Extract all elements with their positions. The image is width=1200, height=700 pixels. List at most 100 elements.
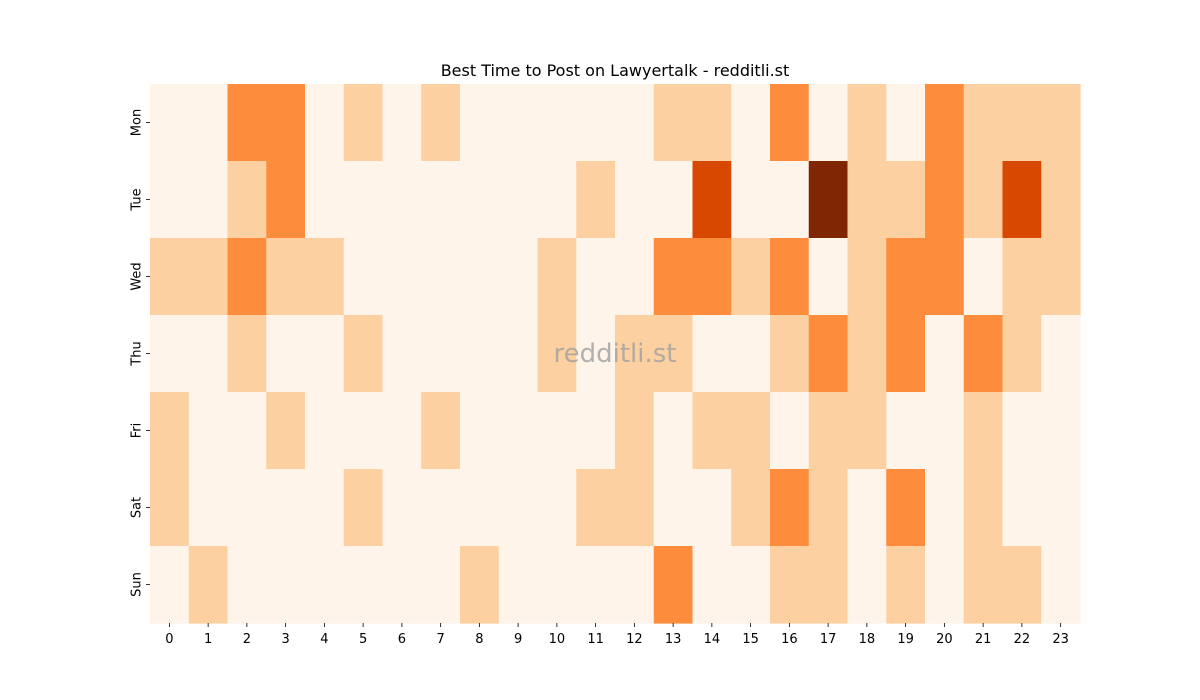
watermark: redditli.st: [554, 339, 677, 369]
heatmap-cell-mon-16: [770, 84, 810, 162]
heatmap-cell-wed-16: [770, 238, 810, 316]
heatmap-cell-mon-17: [808, 84, 849, 162]
heatmap-cell-thu-7: [421, 315, 461, 393]
heatmap-cell-sat-20: [925, 469, 965, 547]
heatmap-cell-sat-4: [305, 469, 345, 547]
heatmap-cell-thu-14: [692, 315, 732, 393]
heatmap-cell-wed-21: [963, 238, 1004, 316]
heatmap-cell-sun-0: [150, 546, 190, 624]
x-tick-label: 16: [781, 632, 798, 647]
heatmap-cell-tue-8: [460, 161, 500, 239]
heatmap-cell-sun-21: [963, 546, 1004, 624]
heatmap-cell-sat-19: [886, 469, 926, 547]
heatmap-cell-sat-2: [227, 469, 267, 547]
heatmap-cell-fri-21: [963, 392, 1004, 470]
heatmap-cell-fri-9: [498, 392, 539, 470]
x-tick-label: 19: [897, 632, 914, 647]
heatmap-cell-mon-20: [925, 84, 965, 162]
heatmap-cell-wed-9: [498, 238, 539, 316]
heatmap-cell-sat-18: [847, 469, 887, 547]
x-tick-label: 2: [243, 632, 251, 647]
heatmap-cell-wed-0: [150, 238, 190, 316]
heatmap-cell-sun-2: [227, 546, 267, 624]
heatmap-cell-mon-12: [615, 84, 655, 162]
heatmap-cell-sun-14: [692, 546, 732, 624]
y-tick-label: Fri: [130, 423, 145, 439]
heatmap-cell-sat-0: [150, 469, 190, 547]
heatmap-cell-fri-0: [150, 392, 190, 470]
x-tick-label: 15: [742, 632, 759, 647]
heatmap-cell-tue-10: [537, 161, 577, 239]
heatmap-cell-thu-3: [266, 315, 306, 393]
heatmap-cell-thu-18: [847, 315, 887, 393]
heatmap-cell-fri-18: [847, 392, 887, 470]
y-tick-label: Thu: [130, 341, 145, 366]
y-tick-label: Tue: [130, 188, 145, 211]
heatmap-cell-tue-3: [266, 161, 306, 239]
heatmap-cell-sun-1: [188, 546, 229, 624]
x-tick-label: 7: [436, 632, 444, 647]
heatmap-cell-sun-12: [615, 546, 655, 624]
y-tick-label: Sat: [130, 497, 145, 518]
heatmap-cell-wed-1: [188, 238, 229, 316]
heatmap-cell-mon-22: [1002, 84, 1042, 162]
y-tick-label: Sun: [130, 572, 145, 597]
heatmap-cell-mon-23: [1041, 84, 1081, 162]
x-tick-label: 3: [281, 632, 289, 647]
heatmap-cell-fri-23: [1041, 392, 1081, 470]
heatmap-cell-thu-6: [382, 315, 422, 393]
x-tick-label: 5: [359, 632, 367, 647]
heatmap-cell-fri-19: [886, 392, 926, 470]
heatmap-cell-wed-19: [886, 238, 926, 316]
heatmap-cell-sat-3: [266, 469, 306, 547]
heatmap-cell-wed-5: [343, 238, 384, 316]
heatmap-cell-thu-5: [343, 315, 384, 393]
heatmap-cell-thu-2: [227, 315, 267, 393]
x-tick-label: 0: [165, 632, 173, 647]
heatmap-cell-sun-23: [1041, 546, 1081, 624]
heatmap-cell-mon-15: [731, 84, 771, 162]
heatmap-cell-sun-17: [808, 546, 849, 624]
heatmap-cell-sat-1: [188, 469, 229, 547]
heatmap-cell-tue-4: [305, 161, 345, 239]
heatmap-cell-sat-8: [460, 469, 500, 547]
heatmap-cell-wed-4: [305, 238, 345, 316]
heatmap-cell-sun-5: [343, 546, 384, 624]
heatmap-cell-sat-15: [731, 469, 771, 547]
heatmap-cell-sun-22: [1002, 546, 1042, 624]
heatmap-cell-sun-9: [498, 546, 539, 624]
heatmap-cell-wed-18: [847, 238, 887, 316]
x-tick-label: 8: [475, 632, 483, 647]
heatmap-cell-fri-11: [576, 392, 616, 470]
heatmap-cell-wed-20: [925, 238, 965, 316]
heatmap-cell-thu-13: [653, 315, 694, 393]
heatmap-cell-tue-13: [653, 161, 694, 239]
heatmap-cell-sat-17: [808, 469, 849, 547]
heatmap-cell-tue-1: [188, 161, 229, 239]
heatmap-cell-wed-7: [421, 238, 461, 316]
heatmap-cell-tue-6: [382, 161, 422, 239]
heatmap-cell-tue-0: [150, 161, 190, 239]
heatmap-cell-mon-1: [188, 84, 229, 162]
x-tick-label: 10: [549, 632, 566, 647]
heatmap-cell-wed-14: [692, 238, 732, 316]
heatmap-cell-fri-10: [537, 392, 577, 470]
heatmap-cell-fri-20: [925, 392, 965, 470]
heatmap-cell-thu-1: [188, 315, 229, 393]
heatmap-cell-fri-7: [421, 392, 461, 470]
y-tick-label: Wed: [130, 262, 145, 290]
heatmap-cell-mon-11: [576, 84, 616, 162]
heatmap-cell-fri-16: [770, 392, 810, 470]
heatmap-cell-mon-19: [886, 84, 926, 162]
heatmap-cell-sun-15: [731, 546, 771, 624]
heatmap-cell-fri-17: [808, 392, 849, 470]
heatmap-cell-mon-14: [692, 84, 732, 162]
heatmap-cell-fri-3: [266, 392, 306, 470]
heatmap-cell-wed-22: [1002, 238, 1042, 316]
x-tick-label: 14: [704, 632, 721, 647]
heatmap-cell-wed-13: [653, 238, 694, 316]
heatmap-cell-sat-12: [615, 469, 655, 547]
heatmap-cell-fri-2: [227, 392, 267, 470]
heatmap-cell-thu-19: [886, 315, 926, 393]
heatmap-cell-sun-11: [576, 546, 616, 624]
